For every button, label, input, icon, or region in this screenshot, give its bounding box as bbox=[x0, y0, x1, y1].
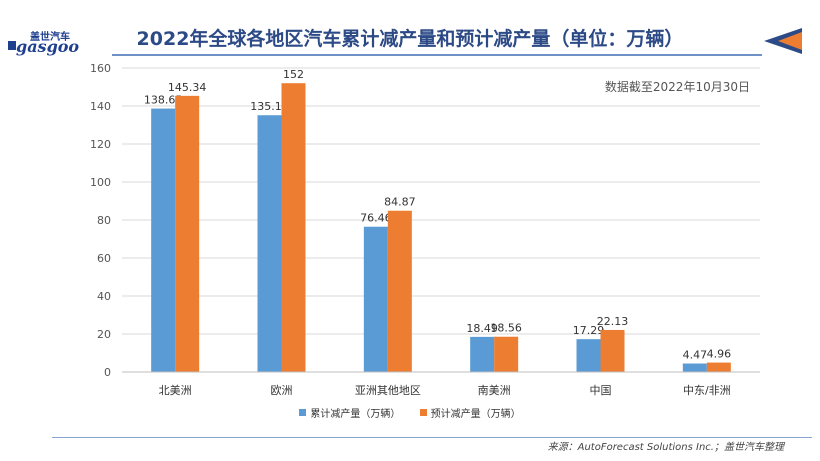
logo-cn-text: 盖世汽车 bbox=[30, 32, 70, 43]
x-category-label: 南美洲 bbox=[478, 384, 511, 397]
y-tick-label: 80 bbox=[97, 214, 111, 227]
x-category-label: 亚洲其他地区 bbox=[355, 384, 421, 397]
y-tick-label: 160 bbox=[90, 62, 111, 75]
y-tick-label: 60 bbox=[97, 252, 111, 265]
source-text: 来源：AutoForecast Solutions Inc.；盖世汽车整理 bbox=[541, 438, 790, 453]
bar-value-label: 84.87 bbox=[384, 196, 416, 209]
logo-en-text: gasgoo bbox=[16, 37, 80, 56]
y-tick-label: 100 bbox=[90, 176, 111, 189]
bar-value-label: 18.49 bbox=[466, 322, 498, 335]
bar-series2 bbox=[494, 336, 519, 372]
title-underline bbox=[112, 54, 762, 56]
y-tick-label: 20 bbox=[97, 328, 111, 341]
bar-value-label: 4.96 bbox=[707, 348, 732, 361]
arrow-icon bbox=[764, 28, 802, 54]
bar-value-label: 4.47 bbox=[683, 349, 708, 362]
legend-item-series1: 累计减产量（万辆） bbox=[299, 405, 400, 420]
x-category-label: 北美洲 bbox=[159, 384, 192, 397]
bar-value-label: 138.65 bbox=[144, 94, 183, 107]
bar-series1 bbox=[257, 115, 282, 372]
source-divider bbox=[52, 437, 812, 438]
bar-value-label: 76.46 bbox=[360, 212, 392, 225]
x-category-label: 欧洲 bbox=[271, 384, 293, 397]
x-axis: 北美洲 欧洲 亚洲其他地区 南美洲 中国 中东/非洲 bbox=[122, 371, 760, 397]
bar-value-label: 152 bbox=[283, 68, 304, 81]
y-tick-label: 140 bbox=[90, 100, 111, 113]
legend-label-series1: 累计减产量（万辆） bbox=[310, 409, 401, 420]
legend-label-series2: 预计减产量（万辆） bbox=[430, 409, 521, 420]
bar-value-label: 145.34 bbox=[168, 81, 207, 94]
y-tick-label: 40 bbox=[97, 290, 111, 303]
bar-series1 bbox=[470, 336, 495, 372]
bar-series2 bbox=[706, 362, 731, 372]
bar-series1 bbox=[576, 339, 601, 372]
gridlines bbox=[122, 67, 760, 373]
legend-item-series2: 预计减产量（万辆） bbox=[419, 405, 521, 420]
y-tick-label: 0 bbox=[104, 366, 111, 379]
bar-series2 bbox=[281, 83, 306, 372]
legend: 累计减产量（万辆） 预计减产量（万辆） bbox=[0, 405, 820, 420]
y-axis: 0 20 40 60 80 100 120 140 160 bbox=[90, 62, 111, 379]
gasgoo-logo: 盖世汽车 gasgoo bbox=[8, 28, 86, 58]
y-tick-label: 120 bbox=[90, 138, 111, 151]
legend-swatch-series1 bbox=[299, 409, 307, 416]
bar-value-label: 22.13 bbox=[597, 315, 629, 328]
bar-series1 bbox=[363, 226, 388, 372]
bar-series1 bbox=[151, 108, 176, 372]
x-category-label: 中国 bbox=[590, 384, 612, 397]
bar-value-label: 18.56 bbox=[490, 322, 522, 335]
legend-swatch-series2 bbox=[419, 409, 427, 416]
x-category-label: 中东/非洲 bbox=[683, 384, 731, 397]
bar-series1 bbox=[682, 363, 707, 372]
bar-series2 bbox=[600, 329, 625, 372]
logo-mark bbox=[8, 41, 16, 50]
bar-series2 bbox=[387, 210, 412, 372]
bar-series2 bbox=[175, 95, 200, 372]
bar-value-label: 17.29 bbox=[573, 324, 605, 337]
data-date-note: 数据截至2022年10月30日 bbox=[604, 80, 750, 94]
bar-value-label: 135.14 bbox=[250, 100, 289, 113]
chart-title: 2022年全球各地区汽车累计减产量和预计减产量（单位：万辆） bbox=[136, 28, 684, 50]
